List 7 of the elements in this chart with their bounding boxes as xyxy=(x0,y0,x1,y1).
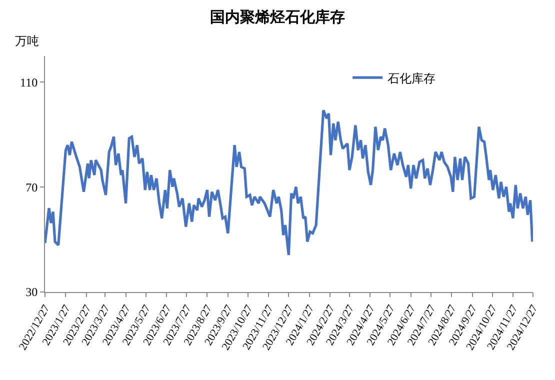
y-tick-label: 70 xyxy=(26,180,38,194)
line-series xyxy=(45,108,533,256)
y-tick-label: 30 xyxy=(26,285,38,300)
y-axis-title: 万吨 xyxy=(15,34,39,48)
y-tick-label: 110 xyxy=(20,75,38,90)
chart-title: 国内聚烯烃石化库存 xyxy=(210,8,345,26)
legend-label: 石化库存 xyxy=(388,71,436,86)
